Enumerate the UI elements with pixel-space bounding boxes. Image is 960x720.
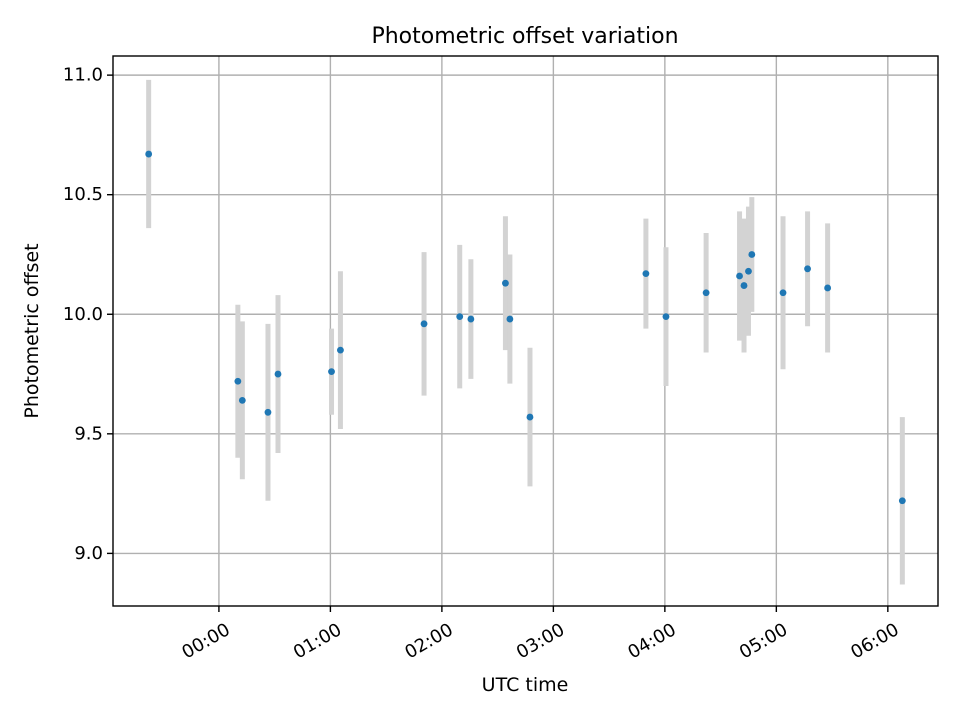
data-point bbox=[898, 497, 906, 505]
data-point bbox=[662, 313, 670, 321]
data-point bbox=[274, 370, 282, 378]
y-axis-ticks: 9.0 9.5 10.0 10.5 11.0 bbox=[63, 65, 113, 564]
data-point bbox=[642, 270, 650, 278]
data-point bbox=[779, 289, 787, 297]
data-point bbox=[740, 282, 748, 289]
data-point bbox=[145, 150, 153, 158]
data-point bbox=[234, 377, 242, 385]
data-point bbox=[702, 289, 710, 297]
y-tick-label: 9.0 bbox=[74, 543, 103, 564]
data-point bbox=[456, 313, 464, 321]
data-point bbox=[420, 320, 428, 328]
y-tick-label: 10.0 bbox=[63, 304, 103, 325]
data-point bbox=[736, 272, 743, 280]
data-point bbox=[745, 267, 752, 275]
data-point bbox=[824, 284, 832, 292]
data-point bbox=[328, 368, 335, 376]
data-point bbox=[467, 315, 475, 323]
data-point bbox=[502, 279, 509, 287]
y-tick-label: 10.5 bbox=[63, 184, 103, 205]
data-points bbox=[145, 150, 906, 505]
y-axis-label: Photometric offset bbox=[21, 243, 43, 418]
data-point bbox=[526, 413, 534, 421]
chart-title: Photometric offset variation bbox=[371, 24, 678, 49]
data-point bbox=[748, 251, 756, 258]
data-point bbox=[264, 408, 272, 416]
data-point bbox=[337, 346, 344, 354]
x-axis-label: UTC time bbox=[482, 674, 569, 696]
plot-frame bbox=[112, 55, 939, 607]
data-point bbox=[506, 315, 514, 323]
data-point bbox=[804, 265, 811, 273]
data-point bbox=[238, 396, 246, 404]
y-tick-label: 11.0 bbox=[63, 65, 103, 86]
y-tick-label: 9.5 bbox=[74, 423, 103, 444]
